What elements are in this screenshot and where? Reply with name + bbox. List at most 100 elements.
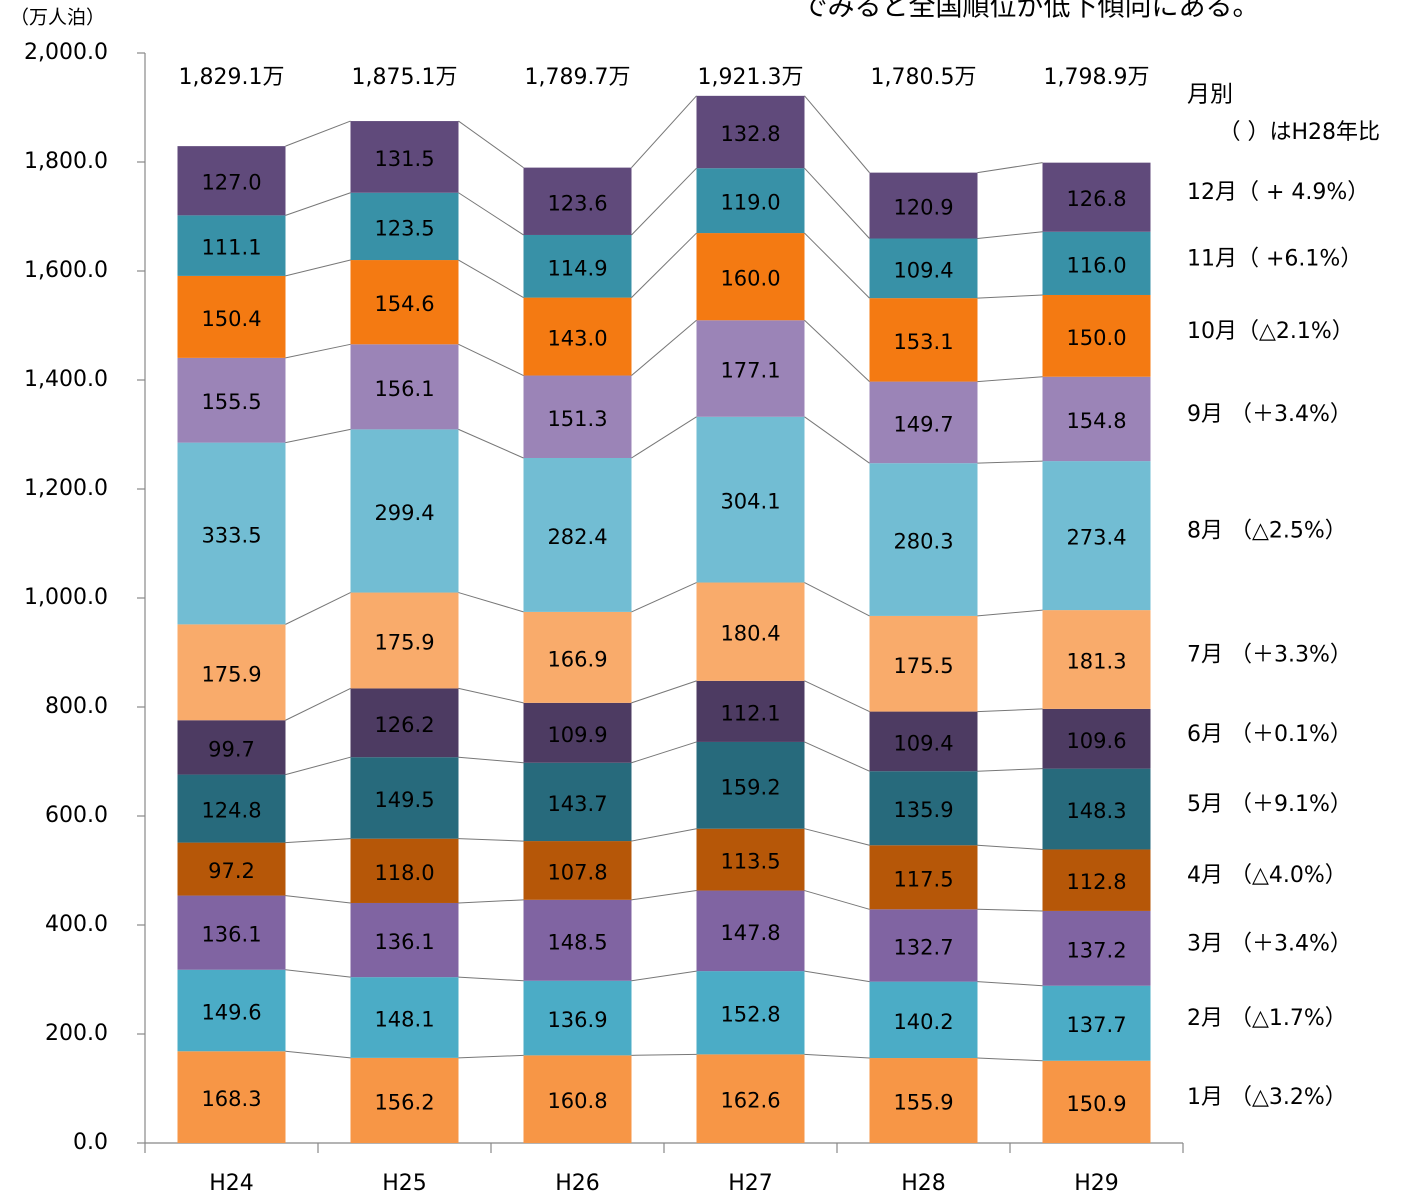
series-line <box>631 890 697 901</box>
series-line <box>458 428 524 459</box>
series-line <box>458 343 524 376</box>
series-line <box>977 1057 1043 1062</box>
y-tick-label: 1,400.0 <box>24 367 108 392</box>
segment-label: 154.6 <box>374 292 434 316</box>
y-tick-label: 200.0 <box>45 1021 108 1046</box>
bar-segment <box>350 838 459 903</box>
x-tick-label: H28 <box>901 1171 946 1196</box>
y-tick-label: 600.0 <box>45 803 108 828</box>
y-tick-label: 1,200.0 <box>24 476 108 501</box>
series-line <box>285 969 351 978</box>
series-line <box>631 95 697 168</box>
series-line <box>977 908 1043 912</box>
series-line <box>804 95 870 173</box>
segment-label: 148.5 <box>547 930 607 954</box>
segment-label: 155.5 <box>201 390 261 414</box>
bar-segment <box>696 828 805 891</box>
segment-label: 124.8 <box>201 799 261 823</box>
bar-segment <box>523 234 632 298</box>
series-line <box>804 232 870 299</box>
series-line <box>977 708 1043 713</box>
bar-segment <box>696 1054 805 1143</box>
bar-segment <box>523 457 632 612</box>
series-line <box>285 895 351 904</box>
bar-segment <box>350 592 459 689</box>
y-tick-label: 800.0 <box>45 694 108 719</box>
series-line <box>804 741 870 772</box>
segment-label: 126.8 <box>1066 187 1126 211</box>
segment-label: 159.2 <box>720 775 780 799</box>
x-tick-label: H29 <box>1074 1171 1119 1196</box>
bar-segment <box>1042 768 1151 850</box>
segment-label: 137.2 <box>1066 938 1126 962</box>
segment-label: 143.7 <box>547 792 607 816</box>
series-line <box>458 838 524 842</box>
series-line <box>458 899 524 904</box>
legend-entry: 2月 （△1.7%） <box>1187 1006 1347 1031</box>
series-line <box>631 741 697 764</box>
series-line <box>804 828 870 846</box>
segment-label: 160.0 <box>720 267 780 291</box>
segment-label: 126.2 <box>374 713 434 737</box>
segment-label: 154.8 <box>1066 409 1126 433</box>
bar-segment <box>177 720 286 775</box>
legend-entry: 7月 （＋3.3%） <box>1187 643 1352 668</box>
bar-segment <box>177 624 286 721</box>
series-line <box>977 460 1043 464</box>
bar-segment <box>1042 708 1151 769</box>
legend-entry: 6月 （＋0.1%） <box>1187 722 1352 747</box>
segment-label: 147.8 <box>720 921 780 945</box>
total-label: 1,798.9万 <box>1044 65 1150 90</box>
segment-label: 162.6 <box>720 1089 780 1113</box>
bar-segment <box>177 357 286 443</box>
series-line <box>804 319 870 382</box>
legend-entry: 9月 （＋3.4%） <box>1187 402 1352 427</box>
bar-segment <box>1042 162 1151 232</box>
series-line <box>977 294 1043 299</box>
series-line <box>804 416 870 464</box>
bar-segment <box>350 344 459 430</box>
series-line <box>458 259 524 299</box>
bar-segment <box>177 1051 286 1143</box>
segment-label: 175.9 <box>201 662 261 686</box>
bar-segment <box>350 1057 459 1143</box>
series-line <box>631 970 697 982</box>
segment-label: 107.8 <box>547 860 607 884</box>
series-line <box>977 844 1043 850</box>
series-line <box>977 981 1043 987</box>
legend-note: （ ）はH28年比 <box>1218 120 1380 145</box>
series-line <box>631 582 697 613</box>
series-line <box>285 592 351 625</box>
x-tick-label: H24 <box>209 1171 254 1196</box>
bar-segment <box>869 845 978 910</box>
series-line <box>458 1054 524 1059</box>
bar-segment <box>177 895 286 970</box>
segment-label: 175.5 <box>893 654 953 678</box>
bar-segment <box>696 741 805 829</box>
series-line <box>977 231 1043 240</box>
bar-segment <box>1042 461 1151 611</box>
legend-entry: 4月 （△4.0%） <box>1187 863 1347 888</box>
bar-segment <box>523 611 632 703</box>
segment-label: 175.9 <box>374 630 434 654</box>
segment-label: 117.5 <box>893 867 953 891</box>
legend-entry: 1月 （△3.2%） <box>1187 1085 1347 1110</box>
legend-title: 月別 <box>1187 82 1233 108</box>
y-tick-label: 2,000.0 <box>24 40 108 65</box>
segment-label: 120.9 <box>893 196 953 220</box>
segment-label: 156.2 <box>374 1090 434 1114</box>
caption: でみると全国順位が低下傾向にある。 <box>801 0 1260 23</box>
bar-segment <box>177 842 286 896</box>
segment-label: 150.0 <box>1066 326 1126 350</box>
series-line <box>631 319 697 376</box>
segment-label: 119.0 <box>720 191 780 215</box>
bar-segment <box>177 774 286 843</box>
bar-segment <box>350 757 459 839</box>
segment-label: 148.3 <box>1066 799 1126 823</box>
bar-segment <box>1042 985 1151 1061</box>
series-line <box>285 120 351 147</box>
segment-label: 109.4 <box>893 731 953 755</box>
segment-label: 131.5 <box>374 147 434 171</box>
segment-label: 109.9 <box>547 723 607 747</box>
segment-label: 148.1 <box>374 1008 434 1032</box>
